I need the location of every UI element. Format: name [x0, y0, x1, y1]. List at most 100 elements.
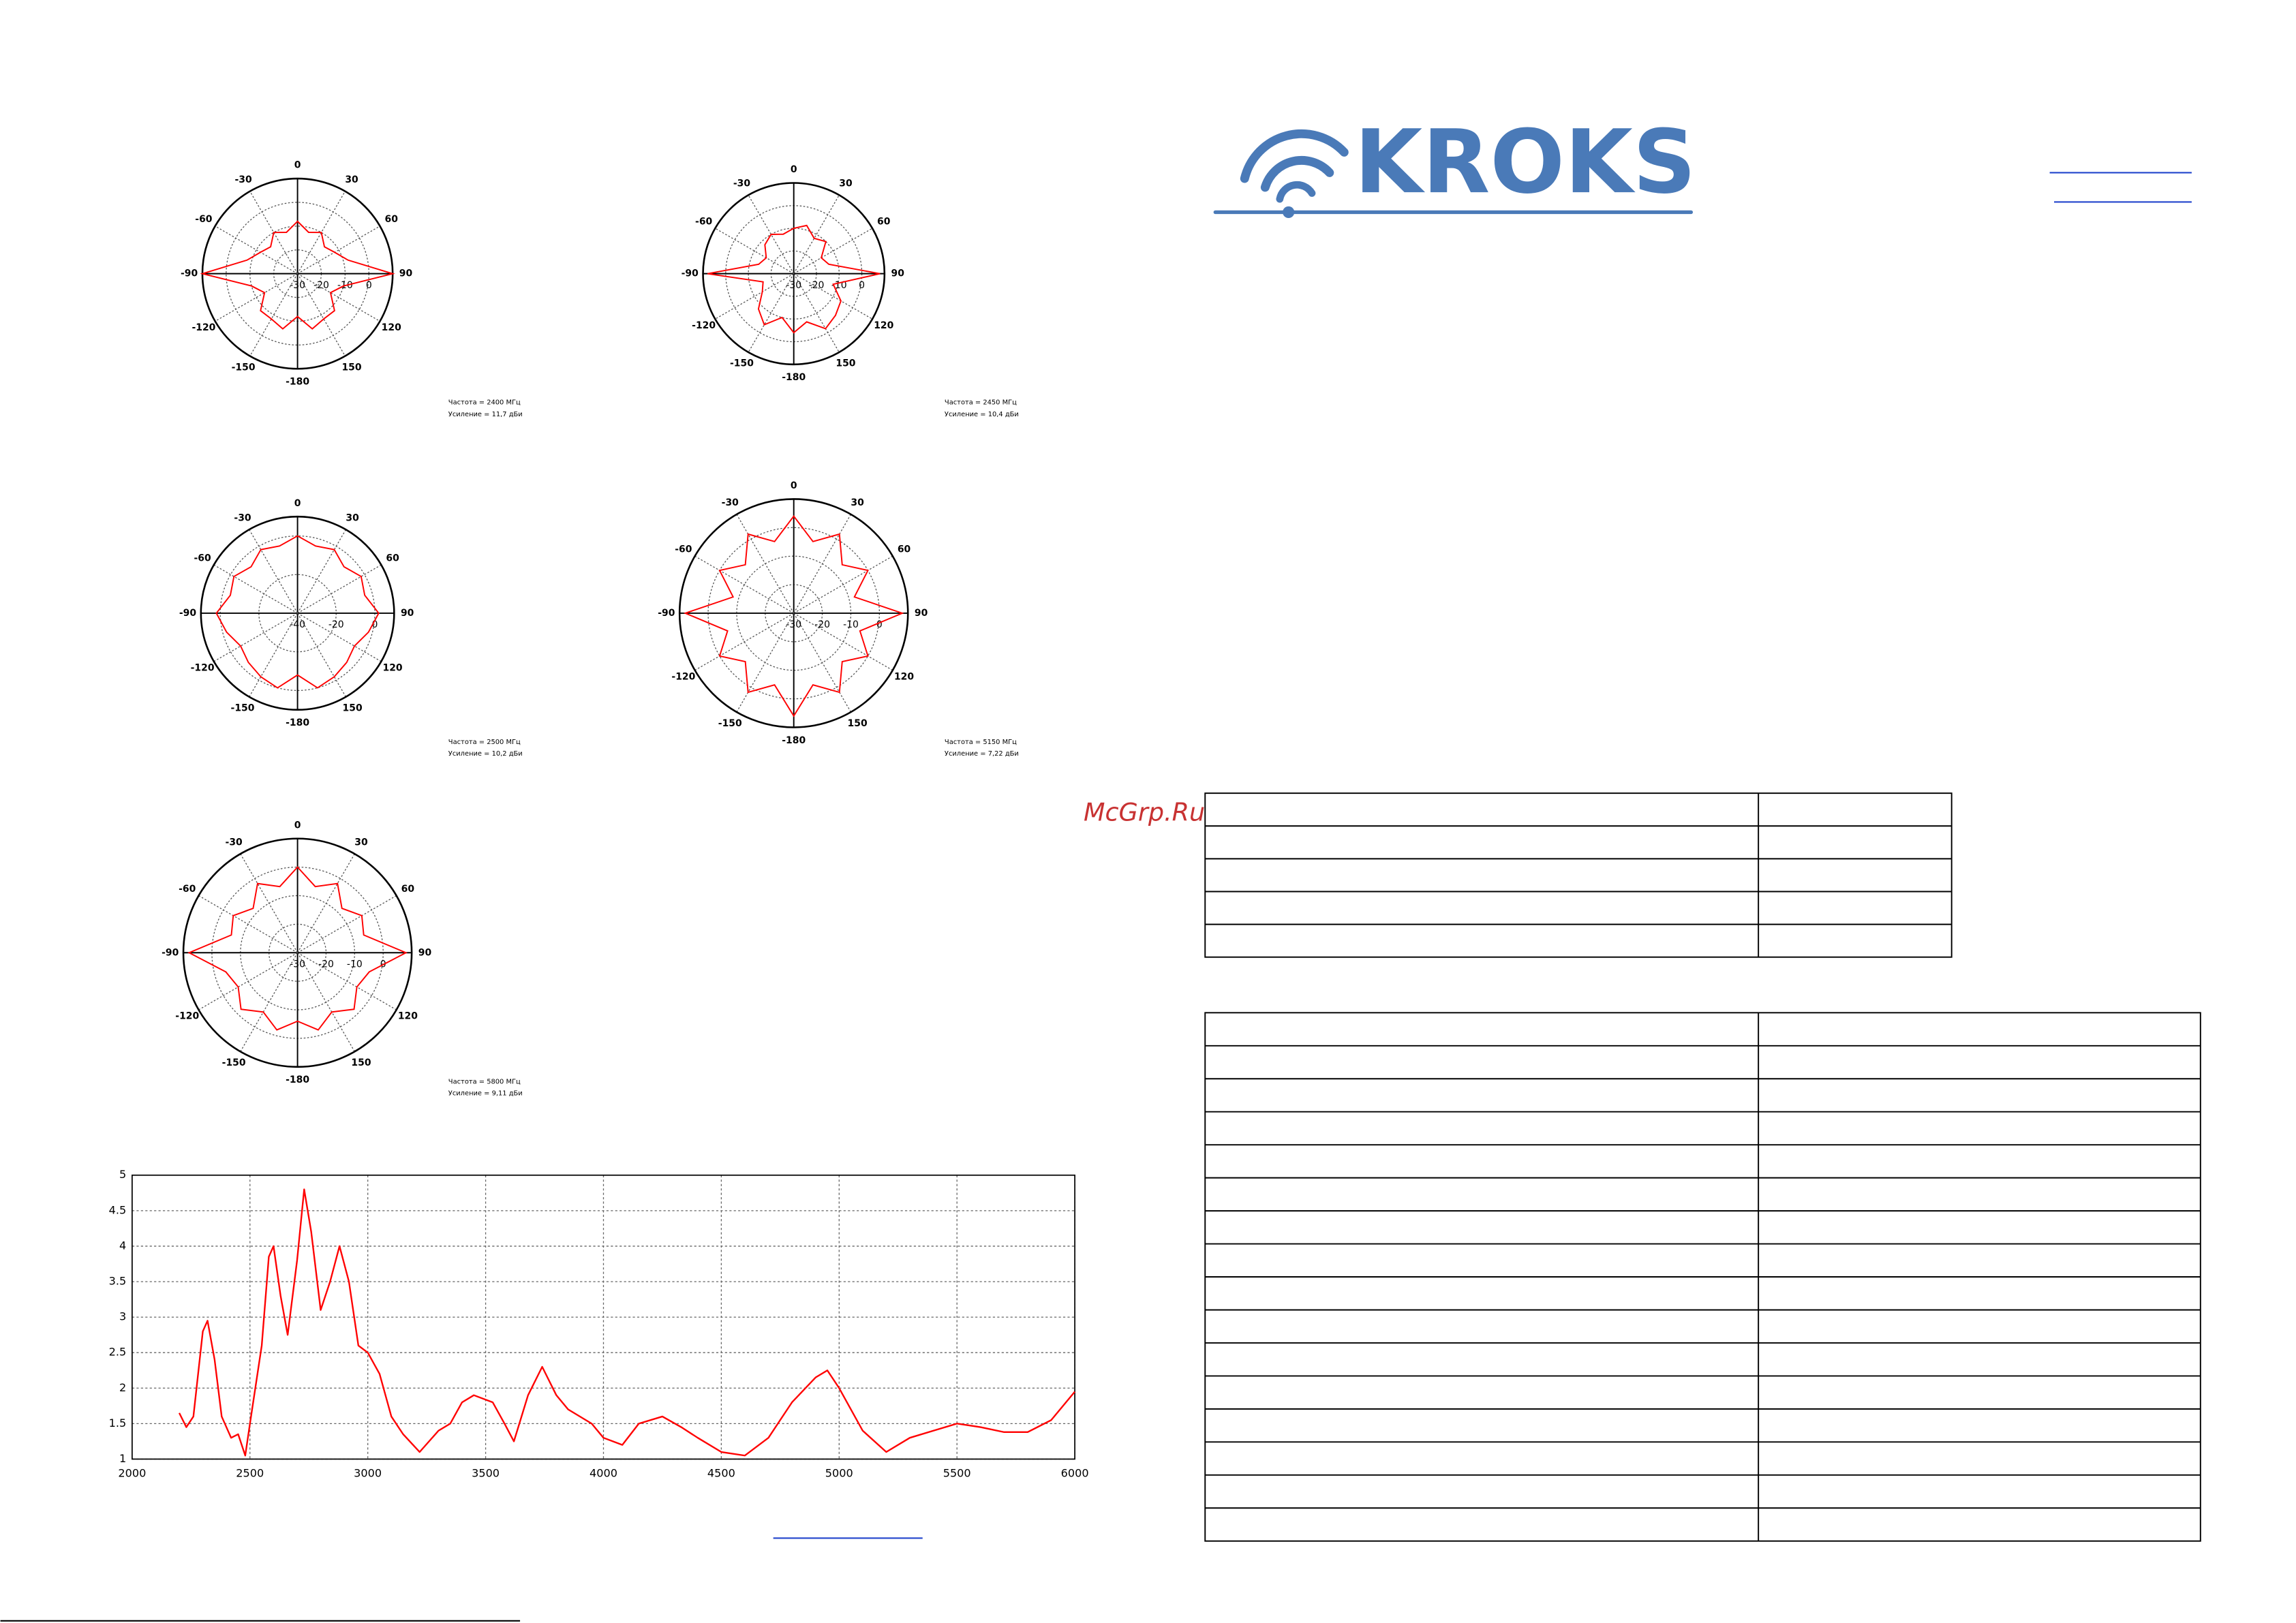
- angle-tick-label: 60: [898, 544, 911, 555]
- radiation-pattern: [215, 535, 380, 689]
- angle-tick-label: 150: [351, 1057, 371, 1068]
- polar-spoke: [213, 564, 298, 614]
- radial-tick-label: -10: [347, 959, 363, 970]
- plot-caption: Усиление = 11,7 дБи: [448, 411, 523, 418]
- angle-tick-label: -120: [692, 320, 716, 331]
- angle-tick-label: -90: [658, 608, 675, 619]
- angle-tick-label: -180: [782, 372, 806, 383]
- angle-tick-label: 120: [398, 1011, 418, 1022]
- polar-outer-circle: [182, 837, 413, 1068]
- angle-tick-label: -30: [733, 179, 750, 189]
- angle-tick-label: 90: [401, 608, 414, 619]
- polar-spoke: [793, 228, 873, 275]
- angle-tick-label: 150: [341, 362, 361, 373]
- angle-tick-label: -90: [181, 268, 198, 279]
- polar-outer-circle: [702, 182, 886, 366]
- polar-spoke: [213, 613, 298, 662]
- logo: [1213, 129, 1694, 219]
- angle-tick-label: -30: [234, 512, 251, 523]
- plot-caption: Частота = 2400 МГц: [448, 399, 521, 407]
- angle-tick-label: 30: [839, 179, 853, 189]
- polar-spoke: [198, 952, 298, 1010]
- polar-spoke: [793, 273, 840, 353]
- angle-tick-label: -120: [192, 322, 215, 333]
- angle-tick-label: 150: [848, 718, 868, 729]
- angle-tick-label: 30: [346, 512, 359, 523]
- logo-arc: [1260, 156, 1334, 192]
- angle-tick-label: -30: [226, 837, 243, 848]
- angle-tick-label: 0: [791, 164, 797, 175]
- angle-tick-label: -60: [195, 214, 212, 225]
- polar-spoke: [297, 952, 355, 1052]
- polar-spoke: [297, 564, 382, 614]
- angle-tick-label: -120: [671, 671, 695, 682]
- polar-spoke: [793, 555, 893, 614]
- angle-tick-label: 0: [294, 160, 301, 171]
- polar-spoke: [240, 853, 299, 953]
- angle-tick-label: 60: [401, 884, 415, 895]
- polar-spoke: [715, 273, 795, 320]
- radial-tick-label: -20: [809, 280, 825, 291]
- angle-tick-label: -180: [286, 377, 309, 388]
- angle-tick-label: 120: [383, 663, 403, 674]
- plot-caption: Усиление = 7,22 дБи: [945, 750, 1019, 758]
- angle-tick-label: -60: [695, 216, 712, 227]
- radial-tick-label: -20: [328, 619, 344, 630]
- y-tick-label: 2: [119, 1381, 126, 1394]
- radial-tick-label: 0: [876, 619, 883, 630]
- polar-spoke: [297, 529, 347, 614]
- radiation-pattern: [200, 220, 395, 330]
- radiation-pattern: [707, 224, 881, 334]
- angle-tick-label: 120: [382, 322, 401, 333]
- x-tick-label: 2500: [236, 1466, 264, 1479]
- x-tick-label: 4500: [707, 1466, 735, 1479]
- angle-tick-label: -180: [782, 735, 806, 746]
- polar-spoke: [748, 273, 795, 353]
- x-tick-label: 5000: [825, 1466, 853, 1479]
- tables: [1204, 792, 2201, 1542]
- plot-caption: Усиление = 10,2 дБи: [448, 750, 523, 758]
- y-tick-label: 5: [119, 1168, 126, 1181]
- y-tick-label: 1.5: [109, 1417, 127, 1429]
- plot-caption: Частота = 5800 МГц: [448, 1078, 521, 1085]
- watermark: McGrp.Ru: [1084, 798, 1205, 827]
- angle-tick-label: 30: [345, 174, 358, 185]
- angle-tick-label: -150: [718, 718, 742, 729]
- polar-spoke: [793, 613, 852, 713]
- x-tick-label: 4000: [590, 1466, 617, 1479]
- polar-spoke: [736, 514, 795, 614]
- polar-spoke: [694, 613, 795, 671]
- y-tick-label: 1: [119, 1452, 126, 1465]
- angle-tick-label: -150: [222, 1057, 246, 1068]
- angle-tick-label: -90: [682, 268, 699, 279]
- radial-tick-label: -20: [814, 619, 830, 630]
- y-tick-label: 3.5: [109, 1275, 127, 1288]
- angle-tick-label: 0: [294, 820, 301, 831]
- polar-spoke: [249, 529, 299, 614]
- radial-tick-label: -20: [313, 280, 329, 291]
- polar-spoke: [793, 273, 873, 320]
- radial-tick-label: 0: [859, 280, 865, 291]
- plot-caption: Усиление = 10,4 дБи: [945, 411, 1019, 418]
- logo-arc: [1240, 129, 1349, 183]
- plot-frame: [132, 1174, 1075, 1460]
- radial-tick-label: 0: [372, 619, 378, 630]
- polar-spoke: [297, 853, 355, 953]
- table-border: [1204, 792, 1953, 958]
- angle-tick-label: 150: [343, 702, 363, 713]
- polar-spoke: [793, 613, 893, 671]
- polar-spoke: [715, 228, 795, 275]
- angle-tick-label: -60: [194, 553, 211, 563]
- angle-tick-label: 30: [354, 837, 368, 848]
- angle-tick-label: 30: [851, 497, 864, 508]
- polar-spoke: [793, 195, 840, 274]
- angle-tick-label: -30: [235, 174, 252, 185]
- polar-spoke: [748, 195, 795, 274]
- plot-caption: Усиление = 9,11 дБи: [448, 1089, 523, 1097]
- radiation-pattern: [683, 514, 904, 717]
- x-tick-label: 3000: [354, 1466, 382, 1479]
- angle-tick-label: 90: [915, 608, 928, 619]
- angle-tick-label: -60: [675, 544, 692, 555]
